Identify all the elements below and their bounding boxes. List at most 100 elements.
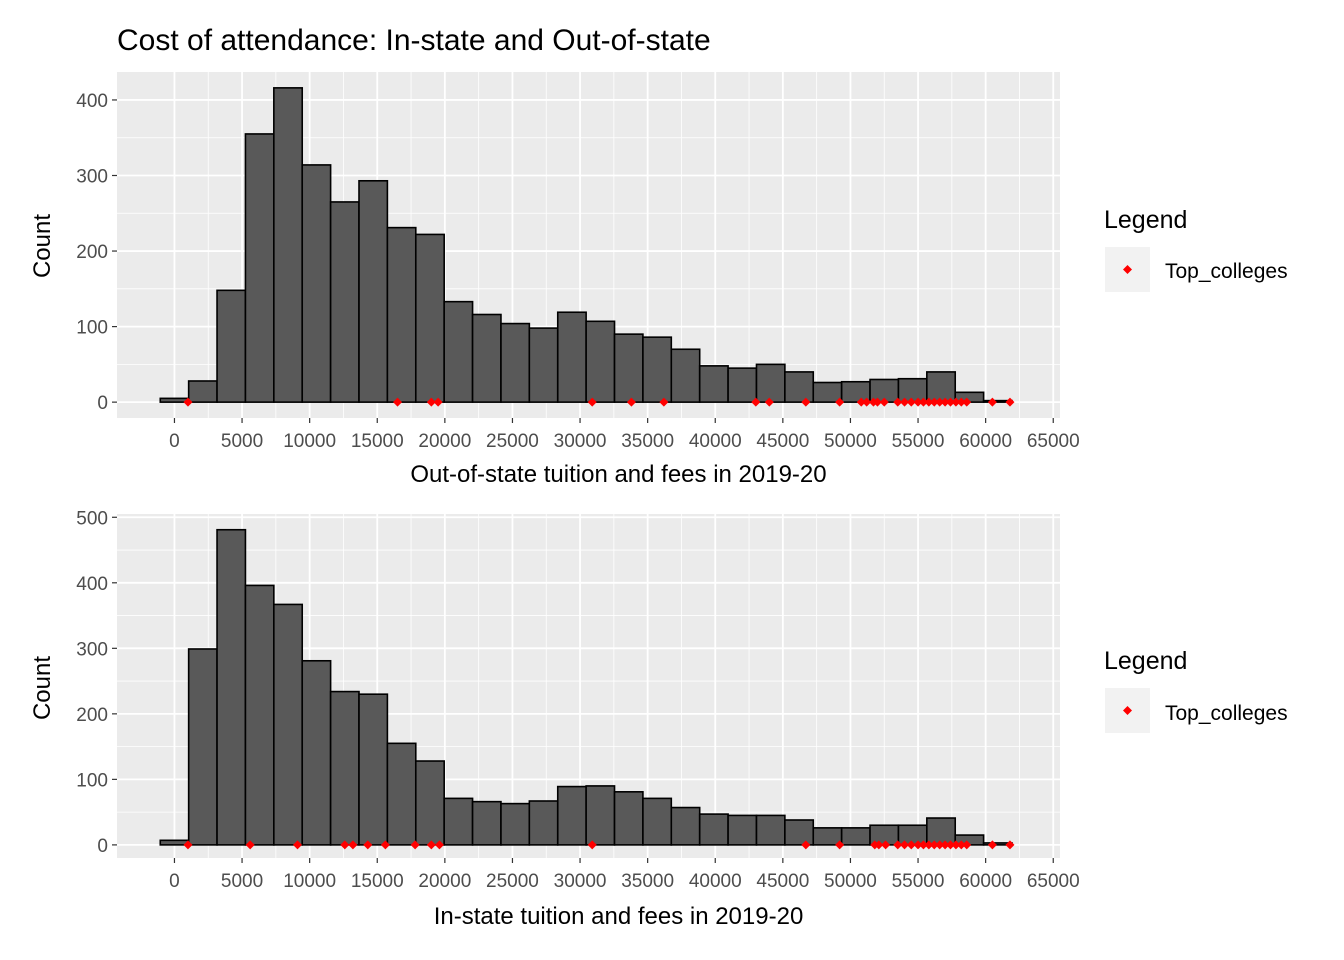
top-college-point	[587, 397, 597, 407]
x-tick-label: 55000	[892, 871, 945, 892]
histogram-bar	[443, 300, 474, 403]
top-college-point	[245, 840, 255, 850]
x-tick-label: 45000	[756, 431, 809, 452]
chart-panel-1: 0 5000 10000 15000 20000 25000 30000 35000 40000…	[29, 72, 1288, 488]
histogram-bar	[926, 817, 957, 846]
top-college-point	[962, 397, 972, 407]
x-tick-label: 15000	[351, 431, 404, 452]
top-college-point	[835, 840, 845, 850]
top-college-point	[433, 397, 443, 407]
histogram-bar	[301, 659, 332, 846]
histogram-bar	[926, 371, 957, 403]
histogram-bar	[528, 327, 559, 403]
x-tick-label: 30000	[554, 431, 607, 452]
x-tick-label: 20000	[418, 431, 471, 452]
top-college-point	[410, 840, 420, 850]
top-college-point	[945, 397, 955, 407]
histogram-bar	[301, 164, 332, 403]
y-tick-label: 0	[97, 393, 108, 414]
top-college-point	[987, 397, 997, 407]
top-college-point	[956, 840, 966, 850]
histogram-bar	[471, 800, 502, 846]
top-college-point	[183, 840, 193, 850]
x-axis-title: In-state tuition and fees in 2019-20	[434, 903, 804, 930]
y-tick-label: 200	[76, 705, 108, 726]
x-tick-label: 25000	[486, 871, 539, 892]
top-college-point	[924, 840, 934, 850]
top-college-point	[951, 397, 961, 407]
histogram-bar	[216, 528, 247, 846]
top-college-point	[1005, 397, 1015, 407]
histogram-bar	[585, 320, 616, 403]
histogram-bar	[358, 693, 389, 846]
top-college-point	[906, 397, 916, 407]
histogram-bar	[670, 806, 701, 846]
x-tick-label: 65000	[1027, 871, 1080, 892]
histogram-bar	[784, 819, 815, 846]
x-axis-title: Out-of-state tuition and fees in 2019-20	[410, 461, 826, 488]
histogram-bar	[216, 289, 247, 403]
histogram-bar	[414, 760, 445, 846]
histogram-bar	[812, 827, 843, 846]
legend-title: Legend	[1104, 647, 1187, 675]
x-tick-label: 0	[169, 431, 180, 452]
top-college-point	[900, 397, 910, 407]
top-college-point	[881, 840, 891, 850]
x-tick-label: 40000	[689, 431, 742, 452]
histogram-bar	[244, 584, 275, 846]
x-tick-label: 15000	[351, 871, 404, 892]
top-college-point	[380, 840, 390, 850]
x-tick-label: 10000	[283, 871, 336, 892]
top-college-point	[659, 397, 669, 407]
y-axis-title: Count	[29, 214, 56, 278]
top-college-point	[183, 397, 193, 407]
histogram-bar	[500, 322, 531, 403]
histogram-bar	[840, 827, 871, 846]
top-college-point	[801, 397, 811, 407]
y-tick-label: 0	[97, 836, 108, 857]
histogram-bar	[670, 348, 701, 403]
y-tick-label: 200	[76, 242, 108, 263]
histogram-bar	[443, 797, 474, 846]
histogram-bar	[613, 333, 644, 403]
x-tick-label: 5000	[221, 431, 263, 452]
x-tick-label: 0	[169, 871, 180, 892]
legend-label: Top_colleges	[1165, 702, 1288, 725]
histogram-bar	[556, 311, 587, 403]
y-tick-label: 300	[76, 639, 108, 660]
x-tick-label: 40000	[689, 871, 742, 892]
top-college-point	[918, 397, 928, 407]
top-college-point	[900, 840, 910, 850]
y-axis-title: Count	[29, 656, 56, 720]
top-college-point	[935, 840, 945, 850]
histogram-bar	[812, 381, 843, 403]
histogram-bar	[642, 797, 673, 846]
x-tick-label: 50000	[824, 871, 877, 892]
top-college-point	[348, 840, 358, 850]
histogram-bar	[613, 791, 644, 846]
top-college-point	[393, 397, 403, 407]
histogram-bar	[187, 380, 218, 403]
top-college-point	[1005, 840, 1015, 850]
histogram-bar	[500, 802, 531, 846]
histogram-bar	[528, 800, 559, 846]
x-tick-label: 60000	[959, 871, 1012, 892]
top-college-point	[872, 397, 882, 407]
chart-title: Cost of attendance: In-state and Out-of-…	[117, 24, 711, 57]
top-college-point	[862, 397, 872, 407]
top-college-point	[906, 840, 916, 850]
top-college-point	[913, 840, 923, 850]
top-college-point	[913, 397, 923, 407]
top-college-point	[935, 397, 945, 407]
top-college-point	[962, 840, 972, 850]
x-tick-label: 20000	[418, 871, 471, 892]
top-college-point	[801, 840, 811, 850]
x-tick-label: 65000	[1027, 431, 1080, 452]
x-tick-label: 45000	[756, 871, 809, 892]
histogram-bar	[727, 367, 758, 403]
top-college-point	[426, 840, 436, 850]
histogram-bar	[585, 785, 616, 846]
top-college-point	[879, 397, 889, 407]
top-college-point	[835, 397, 845, 407]
y-tick-label: 400	[76, 91, 108, 112]
